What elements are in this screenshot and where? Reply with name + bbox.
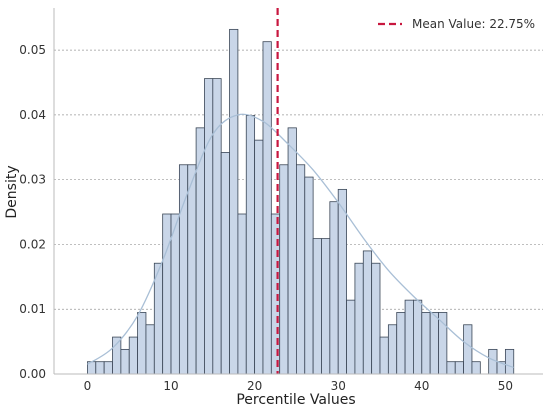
histogram-bar [187, 164, 197, 375]
histogram-bar [254, 139, 264, 375]
histogram-bar [488, 348, 498, 375]
histogram-bar [421, 312, 431, 375]
histogram-bar [504, 348, 515, 375]
histogram-bar [245, 115, 256, 375]
histogram-bar [195, 127, 205, 375]
x-tick-label: 30 [331, 379, 346, 393]
histogram-bar [296, 164, 306, 375]
histogram-bar [446, 361, 456, 375]
histogram-bar [170, 213, 180, 375]
x-tick-labels: 0 10 20 30 40 50 [84, 379, 513, 393]
histogram-bar [287, 127, 297, 375]
histogram-bar [404, 299, 414, 375]
histogram-bar [362, 250, 373, 375]
x-tick-label: 40 [414, 379, 429, 393]
histogram-bars [87, 28, 515, 375]
x-tick-label: 0 [84, 379, 92, 393]
y-tick-label: 0.04 [19, 108, 46, 122]
histogram-bar [471, 361, 481, 375]
histogram-bar [321, 238, 331, 375]
histogram-bar [112, 336, 122, 375]
x-tick-label: 20 [247, 379, 262, 393]
histogram-bar [312, 238, 322, 375]
histogram-bar [153, 262, 164, 375]
histogram-bar [379, 336, 389, 375]
y-tick-label: 0.05 [19, 43, 46, 57]
legend: Mean Value: 22.75% [378, 17, 535, 31]
histogram-bar [413, 299, 423, 375]
histogram-bar [304, 176, 314, 375]
axes [53, 8, 543, 375]
histogram-bar [337, 188, 347, 375]
histogram-bar [396, 312, 406, 375]
histogram-bar [346, 299, 356, 375]
histogram-bar [103, 361, 113, 375]
histogram-bar [463, 324, 473, 375]
y-axis-label: Density [4, 165, 20, 218]
histogram-bar [262, 41, 272, 375]
histogram-bar [329, 201, 339, 375]
histogram-bar [279, 164, 289, 375]
histogram-bar [220, 152, 230, 375]
histogram-bar [145, 324, 155, 375]
y-tick-label: 0.03 [19, 173, 46, 187]
histogram-bar [429, 312, 439, 375]
x-tick-label: 50 [498, 379, 513, 393]
histogram-bar [237, 213, 247, 375]
histogram-bar [371, 262, 381, 375]
histogram-bar [204, 78, 214, 375]
histogram-bar [212, 78, 222, 375]
histogram-bar [128, 336, 138, 375]
histogram-bar [95, 361, 105, 375]
y-tick-labels: 0.00 0.01 0.02 0.03 0.04 0.05 [19, 43, 46, 381]
histogram-bar [120, 348, 130, 375]
y-tick-label: 0.01 [19, 302, 46, 316]
legend-label-mean-value: Mean Value: 22.75% [412, 17, 535, 31]
y-tick-label: 0.00 [19, 367, 46, 381]
histogram-bar [438, 312, 448, 375]
histogram-bar [354, 262, 364, 375]
histogram-bar [137, 312, 147, 375]
histogram-bar [454, 361, 464, 375]
histogram-bar [229, 28, 239, 375]
x-axis-label: Percentile Values [236, 392, 355, 408]
histogram-bar [162, 213, 172, 375]
kde-curve [87, 113, 514, 369]
x-tick-label: 10 [163, 379, 178, 393]
y-tick-label: 0.02 [19, 237, 46, 251]
histogram-bar [387, 324, 398, 375]
